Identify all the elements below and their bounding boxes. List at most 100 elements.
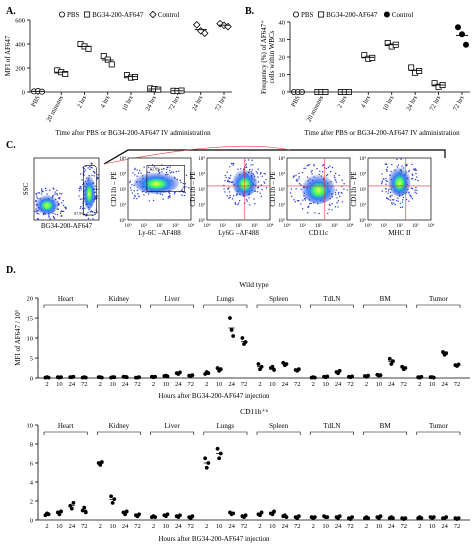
event-dot xyxy=(79,198,82,200)
event-dot xyxy=(226,195,228,197)
event-dot xyxy=(253,198,255,200)
panel-label-c: C. xyxy=(6,140,16,151)
event-dot xyxy=(228,187,230,189)
event-dot xyxy=(56,194,59,196)
x-tick-label: 24 xyxy=(122,381,129,388)
event-dot xyxy=(385,168,388,171)
data-point xyxy=(454,24,461,31)
event-dot xyxy=(295,174,297,176)
event-dot xyxy=(334,172,337,175)
y-tick-label: 10³ xyxy=(279,172,286,178)
x-tick-label: 2 xyxy=(205,523,208,530)
x-tick-label: 2 xyxy=(418,523,421,530)
y-tick-label: 400 xyxy=(15,42,25,49)
group-label: Heart xyxy=(58,422,74,430)
event-dot xyxy=(255,171,257,173)
event-dot xyxy=(40,193,43,195)
event-dot xyxy=(381,190,384,192)
event-dot xyxy=(165,171,168,174)
event-dot xyxy=(232,164,234,166)
event-dot xyxy=(416,176,418,178)
legend-entry: Control xyxy=(158,11,179,19)
event-dot xyxy=(328,208,330,211)
data-point xyxy=(296,367,301,372)
x-tick-label: 72 xyxy=(241,381,248,388)
y-tick-label: 15 xyxy=(27,316,34,323)
y-tick-label: 10³ xyxy=(360,172,367,178)
group-bracket xyxy=(150,304,195,308)
event-dot xyxy=(313,164,315,166)
group-label: Liver xyxy=(165,422,181,430)
group-bracket xyxy=(43,431,88,435)
x-tick-label: 20 minutes xyxy=(306,94,326,123)
data-point xyxy=(109,494,113,499)
density-core xyxy=(301,174,336,204)
event-dot xyxy=(298,183,301,185)
y-tick-label: 10⁰ xyxy=(119,218,126,224)
event-dot xyxy=(310,171,313,173)
event-dot xyxy=(386,166,389,168)
event-dot xyxy=(240,168,242,170)
event-dot xyxy=(260,184,262,186)
event-dot xyxy=(172,171,175,173)
x-tick-label: 24 xyxy=(122,523,129,530)
event-dot xyxy=(226,180,229,183)
event-dot xyxy=(179,179,181,182)
x-tick-label: 10 hrs xyxy=(121,94,135,112)
event-dot xyxy=(129,187,132,189)
group-label: Spleen xyxy=(269,295,289,303)
x-tick-label: 24 xyxy=(388,381,395,388)
event-dot xyxy=(393,202,395,204)
event-dot xyxy=(304,199,307,201)
event-dot xyxy=(170,171,173,173)
x-axis-label: Hours after BG34-200-AF647 injection xyxy=(158,392,270,400)
event-dot xyxy=(79,207,81,209)
event-dot xyxy=(289,192,292,194)
event-dot xyxy=(411,177,414,180)
data-point xyxy=(431,80,438,87)
x-tick-label: 2 xyxy=(152,381,155,388)
flow-x-label: CD11c xyxy=(309,229,329,237)
event-dot xyxy=(181,194,183,196)
event-dot xyxy=(415,172,417,175)
event-dot xyxy=(87,167,89,169)
x-tick-label: 2 hrs xyxy=(336,94,348,109)
x-tick-label: 72 xyxy=(401,381,408,388)
flow-x-label: Ly6G –AF488 xyxy=(218,229,259,237)
event-dot xyxy=(61,202,63,204)
event-dot xyxy=(140,172,142,174)
event-dot xyxy=(233,162,235,165)
event-dot xyxy=(334,191,337,194)
event-dot xyxy=(248,197,250,199)
y-tick-label: 10³ xyxy=(120,172,127,178)
y-tick-label: 10² xyxy=(199,187,206,193)
event-dot xyxy=(59,192,61,195)
data-point xyxy=(71,501,76,505)
x-tick-label: 4 hrs xyxy=(99,94,111,109)
event-dot xyxy=(227,179,229,181)
event-dot xyxy=(335,181,338,183)
event-dot xyxy=(229,194,231,197)
event-dot xyxy=(169,195,171,197)
event-dot xyxy=(38,213,40,215)
event-dot xyxy=(36,211,38,213)
event-dot xyxy=(48,216,50,218)
event-dot xyxy=(257,181,260,183)
event-dot xyxy=(224,174,226,177)
chart-b: 0 10 20 30 40 PBS 20 minutes 2 hrs 4 hrs 10 hrs 24… xyxy=(260,11,470,137)
event-dot xyxy=(337,193,340,195)
event-dot xyxy=(391,163,393,166)
event-dot xyxy=(318,212,320,215)
event-dot xyxy=(301,208,304,210)
x-tick-label: 10³ xyxy=(251,223,258,229)
x-tick-label: 10² xyxy=(235,223,242,229)
event-dot xyxy=(245,198,248,201)
event-dot xyxy=(59,196,61,199)
x-tick-label: 10 xyxy=(56,523,63,530)
event-dot xyxy=(296,200,299,202)
group-label: TdLN xyxy=(323,295,340,303)
event-dot xyxy=(402,196,405,199)
event-dot xyxy=(92,170,95,173)
y-tick-label: 600 xyxy=(15,18,25,25)
event-dot xyxy=(303,198,306,200)
